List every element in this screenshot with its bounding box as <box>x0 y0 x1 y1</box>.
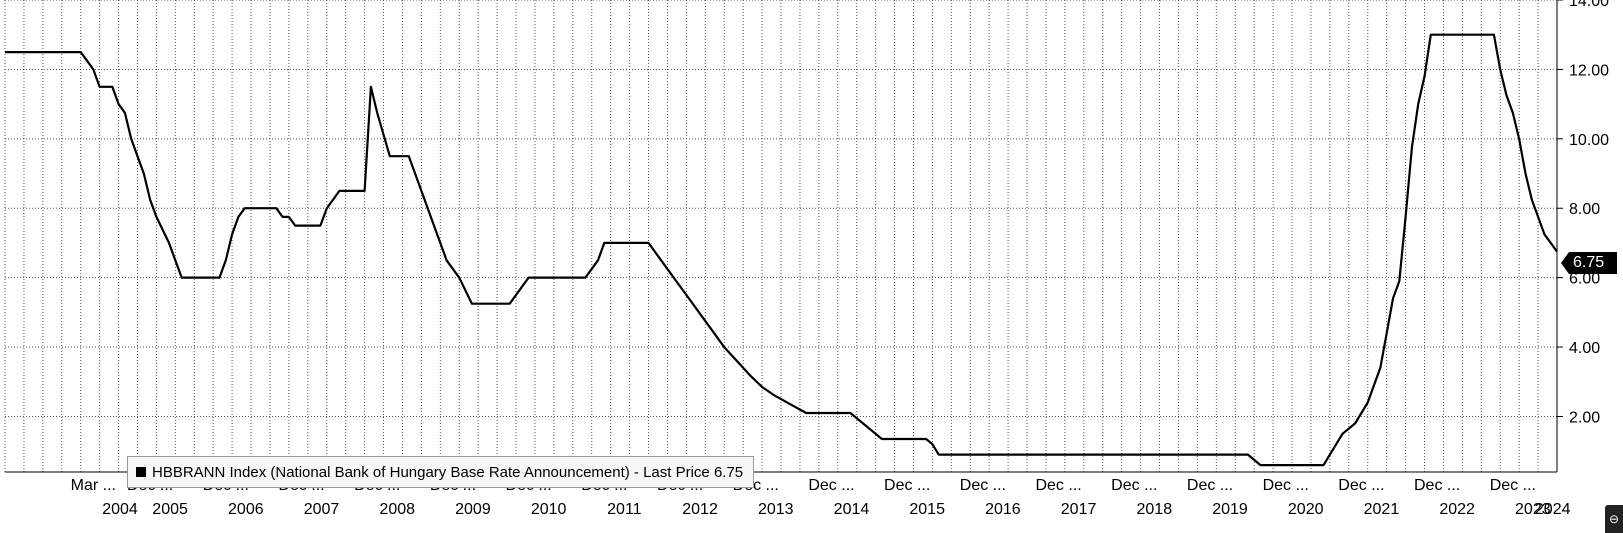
x-tick-label-month: Dec ... <box>960 477 1006 494</box>
y-axis: 2.00 4.00 6.00 8.00 10.00 12.00 14.00 <box>1556 0 1609 472</box>
x-tick-label-month: Dec ... <box>1414 477 1460 494</box>
y-tick-label: 2.00 <box>1569 409 1600 426</box>
x-tick-label-year: 2024 <box>1535 501 1571 518</box>
x-tick-label-year: 2015 <box>909 501 945 518</box>
x-tick-label-month: Dec ... <box>1338 477 1384 494</box>
x-tick-label-month: Dec ... <box>808 477 854 494</box>
x-tick-label-year: 2014 <box>834 501 870 518</box>
gridlines <box>4 0 1558 472</box>
y-tick-label: 12.00 <box>1569 62 1609 79</box>
x-tick-label-month: Dec ... <box>1490 477 1536 494</box>
x-tick-label-month: Dec ... <box>884 477 930 494</box>
series-layer <box>5 33 1558 467</box>
x-tick-label-month: Dec ... <box>1263 477 1309 494</box>
x-tick-label-month: Dec ... <box>1035 477 1081 494</box>
x-tick-label-year: 2019 <box>1212 501 1248 518</box>
dots-menu-icon[interactable]: ⊖ <box>1605 505 1623 533</box>
x-tick-label-year: 2012 <box>682 501 718 518</box>
x-tick-label-year: 2013 <box>758 501 794 518</box>
y-tick-label: 6.00 <box>1569 271 1600 288</box>
x-tick-label-year: 2020 <box>1288 501 1324 518</box>
x-tick-label-year: 2011 <box>607 501 642 518</box>
x-tick-label-year: 2016 <box>985 501 1021 518</box>
x-tick-label-month: Dec ... <box>1111 477 1157 494</box>
x-tick-label-year: 2021 <box>1364 501 1400 518</box>
legend-swatch <box>136 467 146 477</box>
y-tick-label: 8.00 <box>1569 201 1600 218</box>
x-tick-label-year: 2010 <box>531 501 567 518</box>
x-tick-label-year: 2006 <box>228 501 264 518</box>
y-tick-label: 4.00 <box>1569 340 1600 357</box>
x-tick-label-year: 2004 <box>102 501 138 518</box>
x-tick-label-year: 2022 <box>1439 501 1475 518</box>
series-line <box>5 33 1558 467</box>
y-tick-label: 14.00 <box>1569 0 1609 10</box>
x-tick-label-year: 2018 <box>1137 501 1173 518</box>
x-tick-label-year: 2009 <box>455 501 491 518</box>
x-tick-label-year: 2007 <box>304 501 340 518</box>
x-tick-label-month: Mar ... <box>71 477 116 494</box>
x-tick-label-month: Dec ... <box>1187 477 1233 494</box>
x-tick-label-year: 2005 <box>152 501 188 518</box>
last-price-tag: 6.75 <box>1561 252 1617 274</box>
legend-label: HBBRANN Index (National Bank of Hungary … <box>152 463 744 481</box>
x-tick-label-year: 2017 <box>1061 501 1097 518</box>
x-tick-label-year: 2023 <box>1515 501 1551 518</box>
x-tick-label-year: 2008 <box>379 501 415 518</box>
y-tick-label: 10.00 <box>1569 132 1609 149</box>
legend: HBBRANN Index (National Bank of Hungary … <box>127 456 755 488</box>
